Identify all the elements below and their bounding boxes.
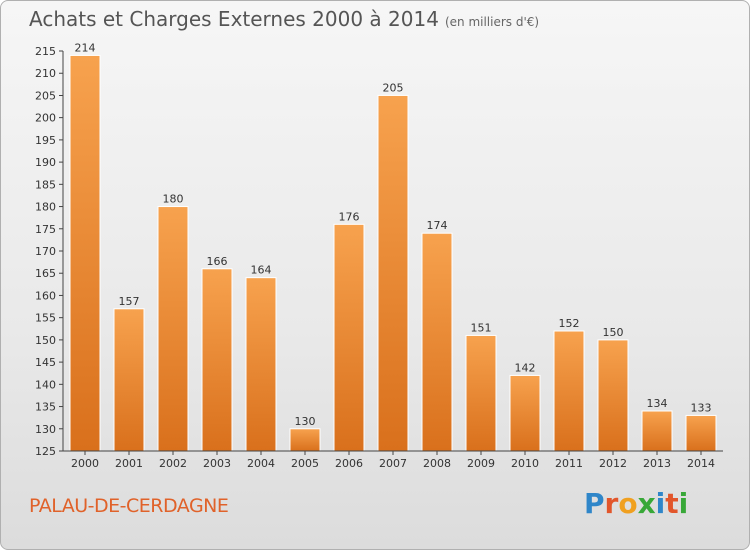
x-tick-label-2003: 2003 (203, 457, 231, 470)
value-label-2001: 157 (119, 295, 140, 308)
value-label-2002: 180 (163, 193, 184, 206)
chart-title: Achats et Charges Externes 2000 à 2014 (e… (29, 7, 539, 31)
x-tick-label-2004: 2004 (247, 457, 275, 470)
place-name: PALAU-DE-CERDAGNE (29, 495, 229, 517)
value-label-2008: 174 (427, 219, 448, 232)
bar-2012 (597, 339, 629, 452)
value-label-2013: 134 (647, 397, 668, 410)
bar-2002 (157, 206, 189, 452)
y-tick-label: 175 (35, 223, 56, 236)
x-tick-label-2005: 2005 (291, 457, 319, 470)
value-label-2014: 133 (691, 401, 712, 414)
bar-2004 (245, 277, 277, 452)
x-tick-label-2011: 2011 (555, 457, 583, 470)
y-tick-label: 150 (35, 334, 56, 347)
y-tick-label: 195 (35, 134, 56, 147)
y-tick-label: 210 (35, 67, 56, 80)
y-tick-label: 160 (35, 289, 56, 302)
title-text: Achats et Charges Externes 2000 à 2014 (29, 7, 439, 31)
value-label-2006: 176 (339, 210, 360, 223)
x-tick-label-2013: 2013 (643, 457, 671, 470)
value-label-2007: 205 (383, 81, 404, 94)
value-label-2004: 164 (251, 264, 272, 277)
bar-2011 (553, 330, 585, 452)
value-label-2003: 166 (207, 255, 228, 268)
logo-letter: o (618, 487, 638, 520)
x-tick-label-2006: 2006 (335, 457, 363, 470)
proxiti-logo: Proxiti (584, 487, 688, 520)
logo-letter: r (604, 487, 619, 520)
y-tick-label: 215 (35, 45, 56, 58)
y-tick-label: 200 (35, 112, 56, 125)
bar-2010 (509, 374, 541, 452)
y-tick-label: 170 (35, 245, 56, 258)
logo-letter: P (584, 487, 605, 520)
x-tick-label-2001: 2001 (115, 457, 143, 470)
x-tick-label-2007: 2007 (379, 457, 407, 470)
y-tick-label: 205 (35, 89, 56, 102)
x-tick-label-2009: 2009 (467, 457, 495, 470)
value-label-2000: 214 (75, 41, 96, 54)
bar-2014 (685, 414, 717, 452)
x-tick-label-2010: 2010 (511, 457, 539, 470)
bars-group: 214 157 180 166 164 130 176 205 174 151 142 152 150 1… (69, 41, 717, 452)
y-tick-label: 190 (35, 156, 56, 169)
y-tick-label: 165 (35, 267, 56, 280)
bar-2003 (201, 268, 233, 452)
y-tick-label: 180 (35, 201, 56, 214)
y-tick-label: 185 (35, 178, 56, 191)
y-tick-label: 130 (35, 423, 56, 436)
y-tick-label: 155 (35, 312, 56, 325)
bar-2000 (69, 54, 101, 452)
bar-2013 (641, 410, 673, 452)
value-label-2010: 142 (515, 361, 536, 374)
logo-letter: t (665, 487, 679, 520)
axes-group: 125 130 135 140 145 150 155 160 165 170 175 180 185 1… (35, 45, 723, 470)
y-tick-label: 125 (35, 445, 56, 458)
x-tick-label-2014: 2014 (687, 457, 715, 470)
x-tick-label-2002: 2002 (159, 457, 187, 470)
bar-2005 (289, 428, 321, 452)
x-tick-label-2000: 2000 (71, 457, 99, 470)
logo-letter: i (655, 487, 666, 520)
value-label-2005: 130 (295, 415, 316, 428)
bar-2001 (113, 308, 145, 452)
bar-2009 (465, 334, 497, 452)
value-label-2011: 152 (559, 317, 580, 330)
bar-2006 (333, 223, 365, 452)
y-tick-label: 140 (35, 378, 56, 391)
y-tick-label: 145 (35, 356, 56, 369)
logo-letter: i (678, 487, 689, 520)
value-label-2009: 151 (471, 321, 492, 334)
x-tick-label-2012: 2012 (599, 457, 627, 470)
bar-2008 (421, 232, 453, 452)
logo-letter: x (637, 487, 656, 520)
bar-2007 (377, 94, 409, 452)
chart-subtitle: (en milliers d'€) (444, 15, 540, 29)
x-tick-label-2008: 2008 (423, 457, 451, 470)
y-tick-label: 135 (35, 401, 56, 414)
value-label-2012: 150 (603, 326, 624, 339)
